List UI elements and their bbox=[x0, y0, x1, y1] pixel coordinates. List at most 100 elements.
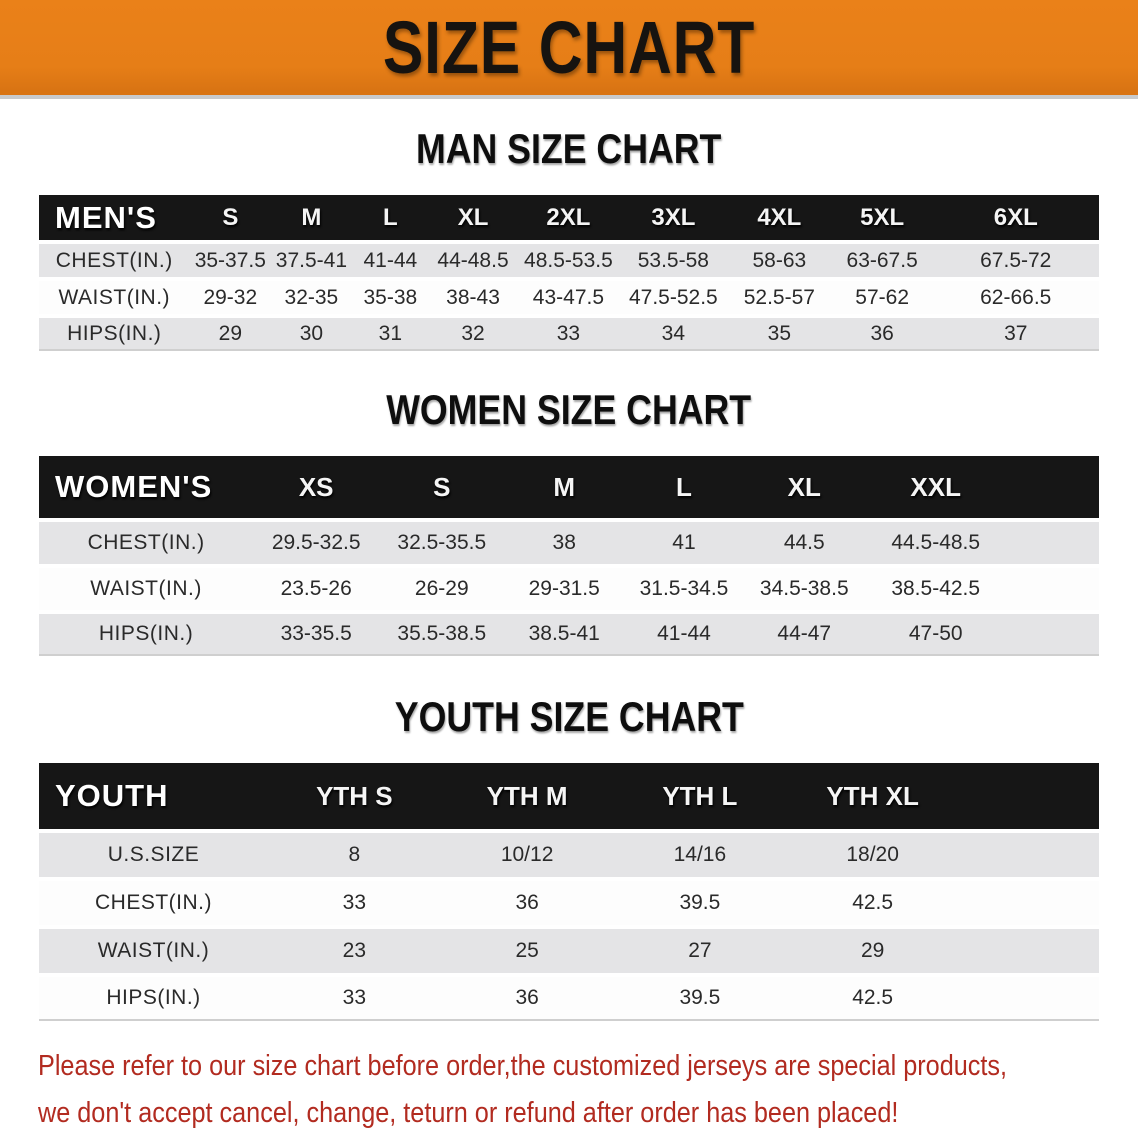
size-value-cell: 52.5-57 bbox=[726, 281, 832, 314]
size-header-cell: YTH S bbox=[267, 763, 441, 829]
table-row: CHEST(IN.) 29.5-32.5 32.5-35.5 38 41 44.… bbox=[39, 522, 1099, 564]
table-row: WAIST(IN.) 29-32 32-35 35-38 38-43 43-47… bbox=[39, 281, 1099, 314]
size-value-cell: 33-35.5 bbox=[253, 614, 380, 656]
size-value-cell: 29 bbox=[189, 318, 272, 351]
size-value-cell: 35 bbox=[726, 318, 832, 351]
size-value-cell: 42.5 bbox=[786, 881, 960, 925]
size-value-cell: 67.5-72 bbox=[932, 244, 1099, 277]
size-value-cell: 33 bbox=[517, 318, 620, 351]
youth-section-heading: YOUTH SIZE CHART bbox=[0, 696, 1138, 738]
size-header-cell: YTH XL bbox=[786, 763, 960, 829]
size-value-cell: 32 bbox=[429, 318, 518, 351]
disclaimer-text: Please refer to our size chart before or… bbox=[38, 1043, 1138, 1137]
men-size-table: MEN'S S M L XL 2XL 3XL 4XL 5XL 6XL CHEST… bbox=[39, 191, 1099, 355]
size-header-cell: L bbox=[624, 456, 744, 518]
size-value-cell: 14/16 bbox=[613, 833, 787, 877]
table-row: WAIST(IN.) 23.5-26 26-29 29-31.5 31.5-34… bbox=[39, 568, 1099, 610]
size-value-cell: 23.5-26 bbox=[253, 568, 380, 610]
size-value-cell: 63-67.5 bbox=[831, 244, 933, 277]
size-value-cell: 36 bbox=[831, 318, 933, 351]
women-section-heading: WOMEN SIZE CHART bbox=[0, 389, 1138, 431]
row-label: HIPS(IN.) bbox=[39, 977, 268, 1021]
size-value-cell: 44.5-48.5 bbox=[864, 522, 1007, 564]
youth-heading-text: YOUTH SIZE CHART bbox=[394, 693, 744, 740]
size-value-cell: 34.5-38.5 bbox=[743, 568, 865, 610]
size-value-cell: 30 bbox=[271, 318, 352, 351]
filler-cell bbox=[959, 833, 1099, 877]
size-value-cell: 31 bbox=[351, 318, 430, 351]
youth-group-label: YOUTH bbox=[39, 763, 268, 829]
size-value-cell: 29.5-32.5 bbox=[253, 522, 380, 564]
size-header-cell: 6XL bbox=[932, 195, 1099, 240]
size-header-cell: 2XL bbox=[517, 195, 620, 240]
disclaimer-line-1: Please refer to our size chart before or… bbox=[38, 1050, 1008, 1082]
row-label: WAIST(IN.) bbox=[39, 929, 268, 973]
table-row: CHEST(IN.) 33 36 39.5 42.5 bbox=[39, 881, 1099, 925]
row-label: WAIST(IN.) bbox=[39, 281, 190, 314]
men-section-heading: MAN SIZE CHART bbox=[0, 128, 1138, 170]
table-row: HIPS(IN.) 29 30 31 32 33 34 35 36 37 bbox=[39, 318, 1099, 351]
women-group-label: WOMEN'S bbox=[39, 456, 254, 518]
size-value-cell: 44.5 bbox=[743, 522, 865, 564]
size-value-cell: 41-44 bbox=[351, 244, 430, 277]
size-value-cell: 23 bbox=[267, 929, 441, 973]
size-value-cell: 44-47 bbox=[743, 614, 865, 656]
size-header-cell: XL bbox=[429, 195, 518, 240]
size-value-cell: 26-29 bbox=[379, 568, 505, 610]
size-header-cell: 3XL bbox=[619, 195, 727, 240]
women-heading-text: WOMEN SIZE CHART bbox=[386, 386, 752, 433]
header-filler-cell bbox=[959, 763, 1099, 829]
size-value-cell: 39.5 bbox=[613, 977, 787, 1021]
row-label: HIPS(IN.) bbox=[39, 318, 190, 351]
size-value-cell: 25 bbox=[440, 929, 614, 973]
table-row: CHEST(IN.) 35-37.5 37.5-41 41-44 44-48.5… bbox=[39, 244, 1099, 277]
table-row: HIPS(IN.) 33-35.5 35.5-38.5 38.5-41 41-4… bbox=[39, 614, 1099, 656]
size-value-cell: 27 bbox=[613, 929, 787, 973]
row-label: CHEST(IN.) bbox=[39, 244, 190, 277]
row-label: CHEST(IN.) bbox=[39, 881, 268, 925]
banner: SIZE CHART bbox=[0, 0, 1138, 99]
youth-header-row: YOUTH YTH S YTH M YTH L YTH XL bbox=[39, 763, 1099, 829]
row-label: CHEST(IN.) bbox=[39, 522, 254, 564]
size-value-cell: 8 bbox=[267, 833, 441, 877]
size-value-cell: 53.5-58 bbox=[619, 244, 727, 277]
size-value-cell: 38.5-41 bbox=[504, 614, 625, 656]
size-header-cell: M bbox=[504, 456, 625, 518]
size-value-cell: 44-48.5 bbox=[429, 244, 518, 277]
size-value-cell: 39.5 bbox=[613, 881, 787, 925]
size-header-cell: XL bbox=[743, 456, 865, 518]
size-value-cell: 58-63 bbox=[726, 244, 832, 277]
filler-cell bbox=[959, 977, 1099, 1021]
men-group-label: MEN'S bbox=[39, 195, 190, 240]
size-value-cell: 18/20 bbox=[786, 833, 960, 877]
size-value-cell: 35-38 bbox=[351, 281, 430, 314]
size-header-cell: XXL bbox=[864, 456, 1007, 518]
size-header-cell: YTH L bbox=[613, 763, 787, 829]
size-value-cell: 48.5-53.5 bbox=[517, 244, 620, 277]
size-value-cell: 35-37.5 bbox=[189, 244, 272, 277]
row-label: WAIST(IN.) bbox=[39, 568, 254, 610]
women-header-row: WOMEN'S XS S M L XL XXL bbox=[39, 456, 1099, 518]
size-value-cell: 47-50 bbox=[864, 614, 1007, 656]
size-value-cell: 43-47.5 bbox=[517, 281, 620, 314]
size-header-cell: 4XL bbox=[726, 195, 832, 240]
size-header-cell: L bbox=[351, 195, 430, 240]
size-header-cell: M bbox=[271, 195, 352, 240]
page-title: SIZE CHART bbox=[382, 5, 756, 89]
size-header-cell: 5XL bbox=[831, 195, 933, 240]
size-value-cell: 29-31.5 bbox=[504, 568, 625, 610]
size-value-cell: 47.5-52.5 bbox=[619, 281, 727, 314]
size-header-cell: YTH M bbox=[440, 763, 614, 829]
row-label: HIPS(IN.) bbox=[39, 614, 254, 656]
size-value-cell: 62-66.5 bbox=[932, 281, 1099, 314]
filler-cell bbox=[959, 929, 1099, 973]
header-filler-cell bbox=[1006, 456, 1099, 518]
size-value-cell: 29-32 bbox=[189, 281, 272, 314]
size-header-cell: S bbox=[379, 456, 505, 518]
size-value-cell: 38-43 bbox=[429, 281, 518, 314]
size-header-cell: S bbox=[189, 195, 272, 240]
women-size-table: WOMEN'S XS S M L XL XXL CHEST(IN.) 29.5-… bbox=[39, 452, 1099, 660]
filler-cell bbox=[1006, 614, 1099, 656]
size-value-cell: 42.5 bbox=[786, 977, 960, 1021]
